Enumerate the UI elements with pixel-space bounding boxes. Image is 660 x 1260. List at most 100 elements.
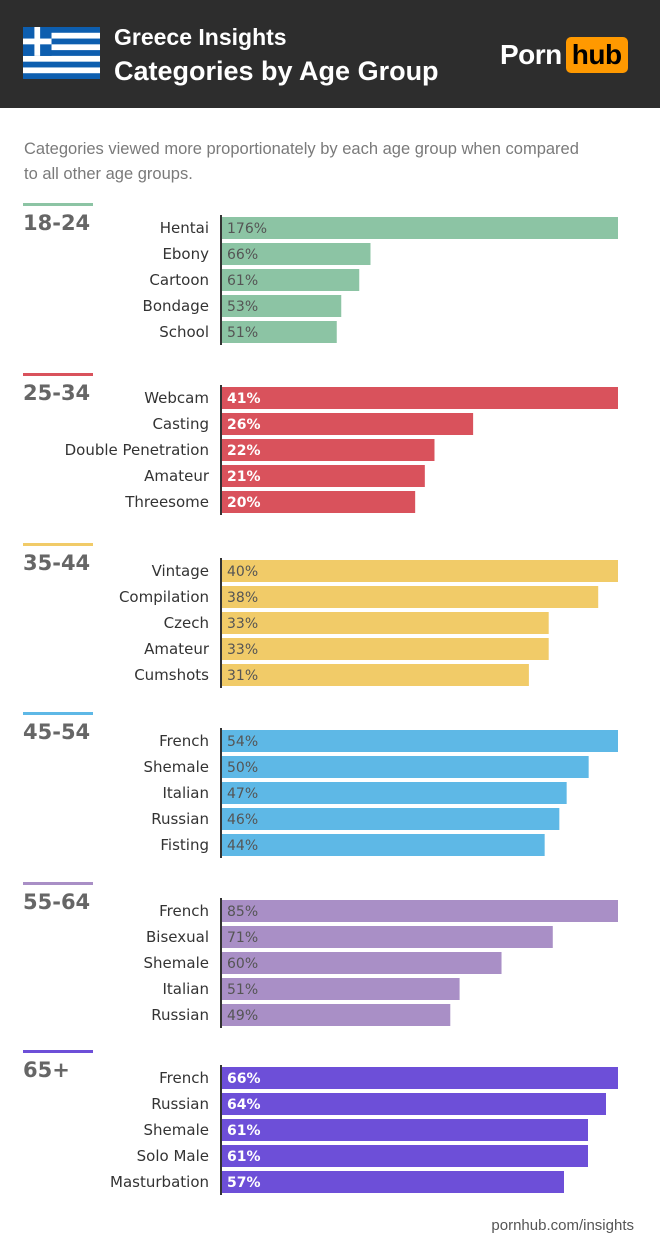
axis-line: [220, 215, 222, 345]
bar: [222, 465, 425, 487]
category-label: French: [159, 902, 209, 920]
value-label: 51%: [227, 325, 258, 341]
bar: [222, 387, 618, 409]
category-label: Webcam: [144, 389, 209, 407]
value-label: 64%: [227, 1097, 261, 1113]
bar: [222, 439, 435, 461]
category-label: Czech: [164, 614, 209, 632]
value-label: 47%: [227, 786, 258, 802]
bar: [222, 269, 360, 291]
category-label: Amateur: [144, 467, 210, 485]
source-footer: pornhub.com/insights: [491, 1217, 634, 1234]
value-label: 57%: [227, 1175, 261, 1191]
header-subtitle: Categories by Age Group: [114, 56, 439, 86]
value-label: 33%: [227, 642, 258, 658]
bar: [222, 926, 553, 948]
category-label: Italian: [162, 784, 209, 802]
greece-flag-icon: [23, 27, 100, 79]
group-label: 45-54: [23, 720, 90, 744]
bar: [222, 1067, 618, 1089]
bar: [222, 1093, 606, 1115]
bar: [222, 730, 618, 752]
group-label: 65+: [23, 1058, 70, 1082]
category-label: Casting: [152, 415, 209, 433]
axis-line: [220, 728, 222, 858]
category-label: Vintage: [152, 562, 209, 580]
group-accent-line: [23, 712, 93, 715]
logo-text-part2: hub: [565, 37, 628, 73]
bar: [222, 900, 618, 922]
value-label: 71%: [227, 930, 258, 946]
bar: [222, 952, 502, 974]
category-label: Shemale: [144, 758, 209, 776]
value-label: 44%: [227, 838, 258, 854]
bar: [222, 612, 549, 634]
value-label: 61%: [227, 1123, 261, 1139]
value-label: 66%: [227, 1071, 261, 1087]
bar: [222, 1145, 588, 1167]
category-label: Masturbation: [110, 1173, 209, 1191]
value-label: 46%: [227, 812, 258, 828]
category-label: Threesome: [124, 493, 209, 511]
value-label: 61%: [227, 1149, 261, 1165]
value-label: 26%: [227, 417, 261, 433]
group-accent-line: [23, 373, 93, 376]
bar: [222, 1004, 451, 1026]
category-label: Fisting: [160, 836, 209, 854]
value-label: 22%: [227, 443, 261, 459]
value-label: 176%: [227, 221, 267, 237]
group-label: 25-34: [23, 381, 90, 405]
value-label: 38%: [227, 590, 258, 606]
axis-line: [220, 385, 222, 515]
logo-text-part1: Porn: [500, 39, 562, 70]
bar: [222, 295, 342, 317]
category-label: Amateur: [144, 640, 210, 658]
category-label: Cartoon: [149, 271, 209, 289]
category-label: Shemale: [144, 954, 209, 972]
bar: [222, 413, 474, 435]
value-label: 31%: [227, 668, 258, 684]
category-label: Russian: [151, 1095, 209, 1113]
header-title: Greece Insights: [114, 24, 287, 50]
category-label: Compilation: [119, 588, 209, 606]
group-accent-line: [23, 543, 93, 546]
header-banner: Greece Insights Categories by Age Group …: [0, 0, 660, 108]
bar: [222, 834, 545, 856]
category-label: Cumshots: [134, 666, 209, 684]
value-label: 33%: [227, 616, 258, 632]
category-label: Bisexual: [146, 928, 209, 946]
bar: [222, 321, 337, 343]
bar: [222, 782, 567, 804]
axis-line: [220, 558, 222, 688]
bar: [222, 560, 618, 582]
category-label: Russian: [151, 810, 209, 828]
bar: [222, 978, 460, 1000]
group-accent-line: [23, 882, 93, 885]
category-label: French: [159, 1069, 209, 1087]
bar: [222, 586, 599, 608]
value-label: 66%: [227, 247, 258, 263]
bar: [222, 1171, 564, 1193]
category-label: French: [159, 732, 209, 750]
bar: [222, 638, 549, 660]
category-label: Russian: [151, 1006, 209, 1024]
value-label: 61%: [227, 273, 258, 289]
brand-logo: Porn hub: [500, 36, 628, 74]
value-label: 41%: [227, 391, 261, 407]
bar: [222, 243, 371, 265]
value-label: 50%: [227, 760, 258, 776]
group-accent-line: [23, 203, 93, 206]
bar: [222, 664, 529, 686]
value-label: 51%: [227, 982, 258, 998]
group-label: 55-64: [23, 890, 90, 914]
axis-line: [220, 898, 222, 1028]
bar: [222, 217, 618, 239]
value-label: 60%: [227, 956, 258, 972]
bar: [222, 491, 416, 513]
category-label: Double Penetration: [65, 441, 209, 459]
value-label: 21%: [227, 469, 261, 485]
category-label: Shemale: [144, 1121, 209, 1139]
value-label: 85%: [227, 904, 258, 920]
value-label: 40%: [227, 564, 258, 580]
